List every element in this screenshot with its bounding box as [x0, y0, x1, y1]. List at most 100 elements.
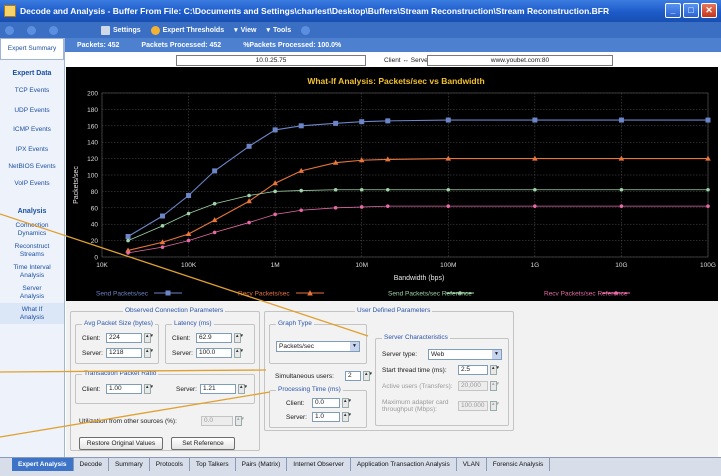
toolbar-help-button[interactable] [296, 25, 318, 35]
sidebar-item-server-analysis[interactable]: Server Analysis [19, 285, 45, 300]
graph-type-select[interactable]: Packets/sec ▼ [276, 341, 360, 352]
sim-users-spinner[interactable]: ▲▼ [363, 371, 373, 381]
sidebar-item-connection-dynamics[interactable]: Connection Dynamics [15, 222, 49, 237]
proc-client-spinner[interactable]: ▲▼ [342, 398, 352, 408]
lat-server-label: Server: [172, 350, 193, 357]
sidebar-item-ipx-events[interactable]: IPX Events [15, 145, 49, 153]
start-thread-label: Start thread time (ms): [382, 367, 447, 374]
sidebar-expert-summary[interactable]: Expert Summary [0, 38, 64, 60]
proc-server-spinner[interactable]: ▲▼ [342, 412, 352, 422]
proc-client-field[interactable]: 0.0 [312, 398, 340, 408]
proc-server-label: Server: [286, 414, 307, 421]
parameters-panel: Observed Connection Parameters Avg Packe… [66, 301, 718, 457]
tab-expert-analysis[interactable]: Expert Analysis [12, 458, 74, 471]
utilization-spinner[interactable]: ▲▼ [235, 416, 245, 426]
tab-internet-observer[interactable]: Internet Observer [287, 458, 351, 471]
sidebar-item-tcp-events[interactable]: TCP Events [14, 87, 50, 94]
close-button[interactable]: ✕ [701, 3, 717, 18]
minimize-button[interactable]: _ [665, 3, 681, 18]
nav-back-button[interactable] [0, 25, 22, 35]
y-tick-label: 40 [91, 222, 99, 229]
avg-server-spinner[interactable]: ▲▼ [144, 348, 154, 358]
tab-pairs-matrix[interactable]: Pairs (Matrix) [236, 458, 288, 471]
sidebar-expert-data-heading: Expert Data [12, 70, 52, 77]
chevron-down-icon: ▼ [350, 342, 359, 351]
y-tick-label: 100 [87, 173, 98, 180]
restore-original-values-button[interactable]: Restore Original Values [79, 437, 163, 450]
active-users-spinner[interactable]: ▲▼ [490, 381, 500, 391]
max-adapter-spinner[interactable]: ▲▼ [490, 401, 500, 411]
legend-svg: Send Packets/sec Recv Packets/sec Send Pac… [96, 290, 630, 298]
avg-client-field[interactable]: 224 [106, 333, 142, 343]
ratio-server-field[interactable]: 1.21 [200, 384, 236, 394]
start-thread-field[interactable]: 2.5 [458, 365, 488, 375]
bottom-tabs: Expert Analysis Decode Summary Protocols… [0, 457, 721, 476]
max-adapter-field[interactable]: 100.000 [458, 401, 488, 411]
utilization-field[interactable]: 0.0 [201, 416, 233, 426]
ratio-client-label: Client: [82, 386, 101, 393]
toolbar-expert-thresholds[interactable]: Expert Thresholds [146, 25, 229, 35]
tab-decode[interactable]: Decode [74, 458, 109, 471]
ratio-server-spinner[interactable]: ▲▼ [238, 384, 248, 394]
tab-vlan[interactable]: VLAN [457, 458, 487, 471]
data-point [160, 245, 165, 249]
toolbar-view[interactable]: ▾ View [229, 26, 261, 35]
tab-top-talkers[interactable]: Top Talkers [190, 458, 236, 471]
data-point [212, 230, 217, 235]
lat-client-spinner[interactable]: ▲▼ [234, 333, 244, 343]
tab-forensic-analysis[interactable]: Forensic Analysis [487, 458, 551, 471]
chart-svg: What-If Analysis: Packets/sec vs Bandwid… [73, 76, 716, 282]
max-adapter-label: Maximum adapter card throughput (Mbps): [382, 399, 449, 413]
client-address-field[interactable]: 10.0.25.75 [176, 55, 366, 66]
avg-server-field[interactable]: 1218 [106, 348, 142, 358]
sidebar-item-udp-events[interactable]: UDP Events [14, 106, 50, 114]
nav-forward-button[interactable] [22, 25, 44, 35]
sidebar-item-reconstruct-streams[interactable]: Reconstruct Streams [14, 243, 50, 258]
set-reference-button[interactable]: Set Reference [171, 437, 235, 450]
data-point [446, 204, 451, 208]
tab-summary[interactable]: Summary [109, 458, 150, 471]
y-tick-label: 160 [87, 123, 98, 130]
tab-application-transaction[interactable]: Application Transaction Analysis [351, 458, 457, 471]
sidebar-item-icmp-events[interactable]: ICMP Events [13, 126, 51, 133]
nav-home-button[interactable] [44, 25, 66, 35]
ratio-client-field[interactable]: 1.00 [106, 384, 142, 394]
client-server-label: Client ↔ Server [384, 57, 430, 64]
sidebar-item-time-interval[interactable]: Time Interval Analysis [13, 264, 51, 279]
data-point [298, 167, 305, 173]
lat-server-spinner[interactable]: ▲▼ [234, 348, 244, 358]
lat-client-label: Client: [172, 335, 191, 342]
lat-server-field[interactable]: 100.0 [196, 348, 232, 358]
active-users-field[interactable]: 20,000 [458, 381, 488, 391]
data-point [359, 205, 364, 209]
series-line [127, 189, 708, 241]
title-bar: Decode and Analysis - Buffer From File: … [0, 0, 721, 22]
x-tick-label: 10G [615, 262, 627, 269]
server-type-select[interactable]: Web ▼ [428, 349, 502, 360]
series-line [127, 205, 708, 254]
sidebar-item-netbios-events[interactable]: NetBIOS Events [8, 163, 56, 170]
maximize-button[interactable]: □ [683, 3, 699, 18]
ratio-client-spinner[interactable]: ▲▼ [144, 384, 154, 394]
sim-users-field[interactable]: 2 [345, 371, 361, 381]
avg-client-spinner[interactable]: ▲▼ [144, 333, 154, 343]
x-tick-label: 10M [355, 262, 368, 269]
sidebar-item-what-if[interactable]: What If Analysis [0, 303, 64, 324]
dropdown-icon: ▾ [266, 27, 270, 34]
start-thread-spinner[interactable]: ▲▼ [490, 365, 500, 375]
avg-packet-size-title: Avg Packet Size (bytes) [82, 320, 155, 327]
toolbar-tools[interactable]: ▾ Tools [261, 26, 296, 35]
toolbar-settings[interactable]: Settings [96, 25, 146, 35]
tab-protocols[interactable]: Protocols [150, 458, 190, 471]
server-address-field[interactable]: www.youbet.com:80 [427, 55, 613, 66]
data-point [299, 188, 304, 193]
y-tick-label: 60 [91, 205, 99, 212]
proc-server-field[interactable]: 1.0 [312, 412, 340, 422]
graph-type-title: Graph Type [276, 320, 314, 327]
series-line [127, 119, 708, 237]
lat-client-field[interactable]: 62.9 [196, 333, 232, 343]
data-point [618, 155, 625, 161]
y-tick-label: 80 [91, 189, 99, 196]
sidebar-item-voip-events[interactable]: VoIP Events [14, 179, 50, 187]
data-point [298, 123, 304, 129]
